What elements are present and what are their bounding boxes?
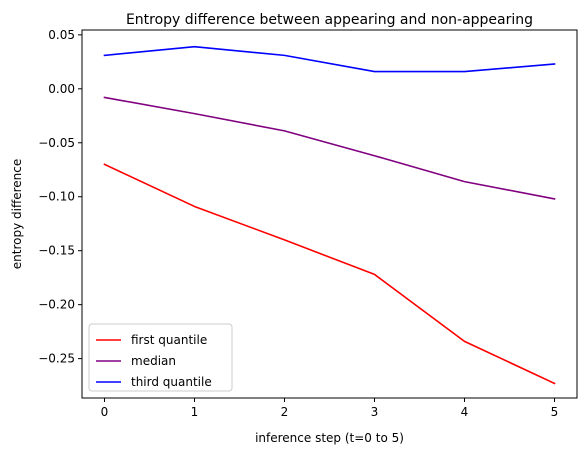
y-axis-label: entropy difference — [10, 159, 24, 269]
legend-label-median: median — [131, 354, 176, 368]
plot-frame — [81, 29, 578, 399]
y-tick-label: −0.15 — [38, 244, 75, 258]
legend-label-first-quantile: first quantile — [131, 333, 207, 347]
y-tick-label: −0.20 — [38, 298, 75, 312]
series-line-first-quantile — [103, 163, 556, 385]
series-lines — [103, 45, 556, 385]
y-tick-label: −0.05 — [38, 136, 75, 150]
legend-box — [88, 323, 233, 392]
y-tick-label: 0.05 — [48, 28, 75, 42]
series-line-median — [103, 96, 556, 200]
x-tick-label: 1 — [191, 405, 199, 419]
x-tick-label: 5 — [551, 405, 559, 419]
x-axis-label: inference step (t=0 to 5) — [255, 431, 404, 445]
legend: first quantile median third quantile — [88, 323, 233, 392]
x-tick-label: 2 — [281, 405, 289, 419]
y-tick-label: 0.00 — [48, 82, 75, 96]
y-tick-label: −0.10 — [38, 190, 75, 204]
y-tick-label: −0.25 — [38, 352, 75, 366]
x-axis: 0 1 2 3 4 5 — [101, 398, 559, 419]
x-tick-label: 3 — [371, 405, 379, 419]
x-tick-label: 0 — [101, 405, 109, 419]
chart-title: Entropy difference between appearing and… — [126, 12, 533, 28]
legend-label-third-quantile: third quantile — [131, 375, 212, 389]
series-line-third-quantile — [103, 45, 556, 73]
y-axis: 0.05 0.00 −0.05 −0.10 −0.15 −0.20 −0.25 — [38, 28, 82, 366]
plot-area: 0 1 2 3 4 5 0.05 0.00 −0.05 −0.10 −0.15 −0.20 −0.25 — [38, 28, 578, 419]
x-tick-label: 4 — [461, 405, 469, 419]
